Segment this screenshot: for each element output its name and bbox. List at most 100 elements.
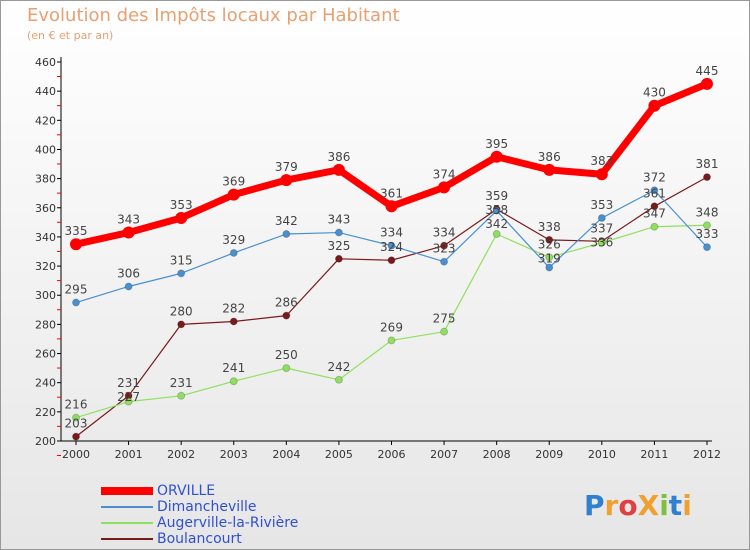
data-label: 338 [538, 220, 561, 234]
data-label: 325 [327, 239, 350, 253]
data-point [490, 150, 503, 163]
data-point [334, 254, 343, 263]
data-point [650, 222, 659, 231]
data-point [440, 257, 449, 266]
data-label: 203 [65, 417, 88, 431]
data-label: 359 [485, 189, 508, 203]
data-label: 286 [275, 296, 298, 310]
data-label: 326 [538, 237, 561, 251]
y-tick-label: 240 [35, 377, 56, 390]
data-point [595, 168, 608, 181]
y-tick-label: 260 [35, 348, 56, 361]
legend-label: Boulancourt [157, 531, 242, 547]
y-tick-label: 220 [35, 406, 56, 419]
data-label: 329 [222, 233, 245, 247]
data-point [597, 213, 606, 222]
data-point [650, 186, 659, 195]
legend-item: Boulancourt [101, 531, 242, 547]
data-label: 250 [275, 348, 298, 362]
data-point [282, 364, 291, 373]
data-label: 241 [222, 361, 245, 375]
x-tick-label: 2001 [115, 448, 143, 461]
data-label: 342 [485, 217, 508, 231]
data-point [387, 336, 396, 345]
legend-label: Augerville-la-Rivière [157, 515, 299, 531]
data-point [177, 269, 186, 278]
data-point [282, 311, 291, 320]
data-label: 280 [170, 304, 193, 318]
data-point [597, 238, 606, 247]
legend-swatch [101, 487, 153, 495]
data-label: 358 [485, 203, 508, 217]
data-label: 386 [538, 150, 561, 164]
data-point [72, 432, 80, 441]
data-label: 335 [65, 224, 88, 238]
legend-item: Dimancheville [101, 499, 257, 515]
data-point [229, 377, 238, 386]
data-point [543, 163, 556, 176]
logo-letter: t [668, 489, 683, 522]
x-tick-label: 2003 [220, 448, 248, 461]
data-label: 242 [327, 360, 350, 374]
data-label: 374 [433, 167, 456, 181]
data-point [334, 375, 343, 384]
data-point [648, 99, 661, 112]
x-tick-label: 2004 [272, 448, 300, 461]
proxiti-logo: ProXiti [584, 489, 692, 522]
chart-subtitle: (en € et par an) [27, 29, 114, 42]
data-label: 348 [696, 205, 719, 219]
data-label: 395 [485, 137, 508, 151]
data-label: 336 [590, 235, 613, 249]
data-label: 337 [590, 221, 613, 235]
data-point [334, 228, 343, 237]
y-tick-label: 320 [35, 260, 56, 273]
data-point [72, 413, 80, 422]
data-label: 231 [117, 376, 140, 390]
logo-letter: X [637, 489, 660, 522]
data-point [332, 163, 345, 176]
x-tick-label: 2008 [483, 448, 511, 461]
data-label: 227 [117, 390, 140, 404]
data-point [280, 174, 293, 187]
data-point [438, 181, 451, 194]
data-label: 381 [696, 157, 719, 171]
data-label: 333 [696, 227, 719, 241]
data-label: 353 [590, 198, 613, 212]
x-tick-label: 2002 [167, 448, 195, 461]
data-point [175, 211, 188, 224]
logo-letter: i [659, 489, 669, 522]
data-point [70, 238, 82, 251]
data-label: 430 [643, 86, 666, 100]
data-label: 347 [643, 207, 666, 221]
data-point [387, 256, 396, 265]
logo-letter: o [618, 489, 638, 522]
data-point [703, 243, 711, 252]
data-label: 361 [643, 186, 666, 200]
data-point [72, 298, 80, 307]
x-tick-label: 2011 [640, 448, 668, 461]
data-point [177, 320, 186, 329]
x-tick-label: 2012 [693, 448, 721, 461]
data-point [703, 173, 711, 182]
x-tick-label: 2007 [430, 448, 458, 461]
data-point [492, 230, 501, 239]
data-point [124, 282, 133, 291]
data-point [545, 235, 554, 244]
data-label: 282 [222, 301, 245, 315]
logo-letter: r [604, 489, 619, 522]
y-tick-label: 420 [35, 114, 56, 127]
data-point [545, 253, 554, 262]
x-tick-label: 2010 [588, 448, 616, 461]
data-label: 445 [696, 64, 719, 78]
data-point [440, 241, 449, 250]
data-point [385, 200, 398, 213]
logo-letter: P [584, 489, 605, 522]
data-point [492, 206, 501, 215]
data-label: 386 [327, 150, 350, 164]
y-tick-label: 200 [35, 435, 56, 448]
x-tick-label: 2006 [378, 448, 406, 461]
legend-item: Augerville-la-Rivière [101, 515, 298, 531]
data-label: 269 [380, 320, 403, 334]
x-tick-label: 2000 [62, 448, 90, 461]
y-tick-label: 360 [35, 202, 56, 215]
